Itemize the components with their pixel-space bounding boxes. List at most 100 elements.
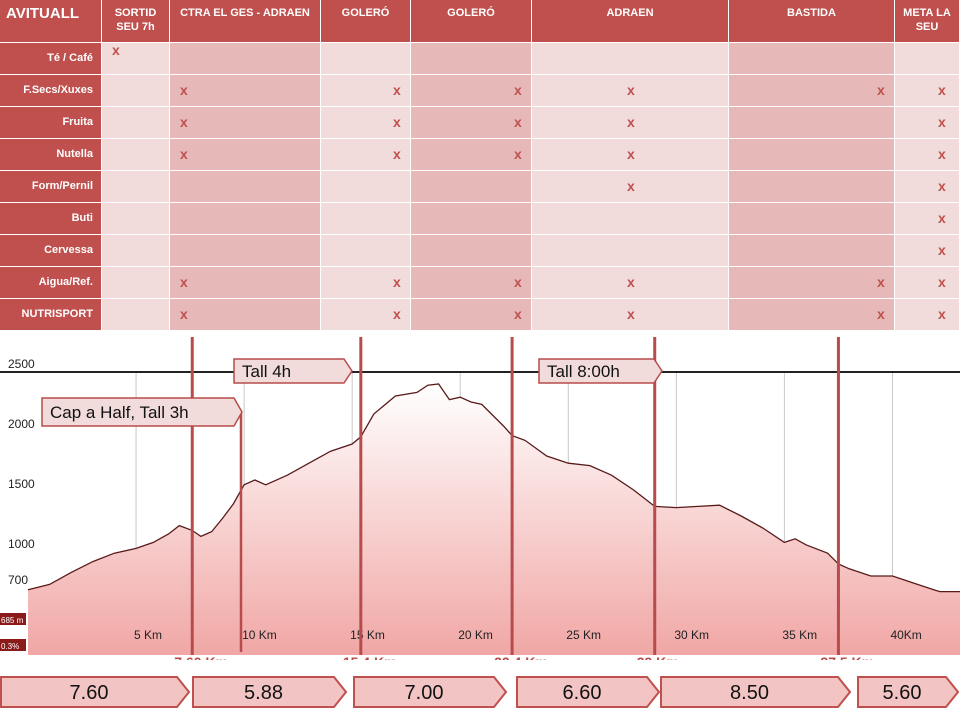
table-cell (102, 171, 169, 202)
check-mark: x (938, 242, 946, 258)
segment-distance-label: 7.00 (405, 682, 444, 704)
callout-cap-a-half-box (41, 397, 243, 427)
check-mark: x (877, 82, 885, 98)
table-cell (321, 171, 410, 202)
segment-box (0, 676, 191, 708)
table-cell: x (532, 299, 728, 330)
table-cell: x (532, 75, 728, 106)
elevation-profile-svg: 2500 2000 1500 1000 700 5 Km 10 Km 15 Km 20 Km 25… (0, 330, 960, 670)
column-header: META LA SEU (895, 0, 959, 42)
row-label: Aigua/Ref. (0, 267, 101, 298)
table-cell (102, 299, 169, 330)
table-cell (102, 75, 169, 106)
check-mark: x (393, 274, 401, 290)
y-tick-label: 2000 (8, 417, 35, 431)
table-cell (532, 203, 728, 234)
table-cell (321, 203, 410, 234)
table-cell (729, 171, 894, 202)
check-mark: x (514, 274, 522, 290)
check-mark: x (180, 274, 188, 290)
table-cell: x (321, 107, 410, 138)
check-mark: x (393, 306, 401, 322)
check-mark: x (938, 114, 946, 130)
check-mark: x (938, 82, 946, 98)
segment-boxes-svg: 7.60 5.88 7.00 6.60 8.50 5.60 (0, 676, 960, 708)
table-cell: x (411, 299, 531, 330)
table-cell (321, 235, 410, 266)
start-grade-label: 0.3% (1, 642, 19, 651)
aid-station-table: AVITUALL SORTID SEU 7h CTRA EL GES - ADRAE… (0, 0, 960, 330)
segment-distance-label: 5.60 (883, 682, 922, 704)
segment-box (857, 676, 960, 708)
table-cell (729, 43, 894, 74)
table-cell: x (532, 267, 728, 298)
table-cell (170, 43, 320, 74)
table-cell (729, 235, 894, 266)
check-mark: x (393, 82, 401, 98)
column-header: ADRAEN (532, 0, 728, 42)
table-cell: x (170, 75, 320, 106)
table-cell: x (102, 42, 169, 74)
check-mark: x (627, 146, 635, 162)
table-cell: x (411, 267, 531, 298)
table-cell: x (532, 139, 728, 170)
table-cell: x (895, 107, 959, 138)
check-mark: x (180, 146, 188, 162)
check-mark: x (938, 178, 946, 194)
check-mark: x (938, 274, 946, 290)
table-corner-label: AVITUALL (0, 0, 101, 42)
segment-distance-label: 7.60 (70, 682, 109, 704)
column-header: GOLERÓ (321, 0, 410, 42)
table-cell (532, 43, 728, 74)
table-cell: x (170, 299, 320, 330)
table-cell: x (411, 75, 531, 106)
callout-tall-8h-label: Tall 8:00h (547, 362, 620, 381)
check-mark: x (627, 114, 635, 130)
check-mark: x (938, 146, 946, 162)
segment-box (516, 676, 661, 708)
elevation-profile-chart: 2500 2000 1500 1000 700 5 Km 10 Km 15 Km 20 Km 25… (0, 330, 960, 670)
x-tick-label: 30 Km (674, 628, 709, 642)
check-mark: x (180, 114, 188, 130)
table-cell: x (895, 171, 959, 202)
table-cell: x (170, 139, 320, 170)
elevation-area (28, 384, 960, 655)
table-cell: x (532, 171, 728, 202)
table-cell: x (532, 107, 728, 138)
y-tick-label: 2500 (8, 357, 35, 371)
table-cell (411, 235, 531, 266)
segment-distance-label: 5.88 (244, 682, 283, 704)
start-grade-badge (0, 639, 26, 651)
table-cell: x (895, 203, 959, 234)
y-tick-label: 1500 (8, 477, 35, 491)
check-mark: x (627, 274, 635, 290)
column-header: BASTIDA (729, 0, 894, 42)
table-cell (102, 107, 169, 138)
table-cell (895, 43, 959, 74)
row-label: Nutella (0, 139, 101, 170)
table-cell (170, 235, 320, 266)
check-mark: x (938, 210, 946, 226)
segment-box (660, 676, 852, 708)
callout-tall-4h-box (233, 358, 353, 384)
table-cell: x (170, 107, 320, 138)
check-mark: x (180, 82, 188, 98)
column-header: GOLERÓ (411, 0, 531, 42)
y-tick-label: 700 (8, 573, 28, 587)
row-label: NUTRISPORT (0, 299, 101, 330)
x-tick-label: 40Km (890, 628, 921, 642)
table-cell: x (411, 139, 531, 170)
elevation-line (27, 383, 960, 593)
table-cell: x (729, 267, 894, 298)
check-mark: x (938, 306, 946, 322)
x-tick-label: 20 Km (458, 628, 493, 642)
check-mark: x (514, 82, 522, 98)
table-cell (411, 203, 531, 234)
check-mark: x (627, 306, 635, 322)
row-label: Fruita (0, 107, 101, 138)
segment-distance-boxes: 7.60 5.88 7.00 6.60 8.50 5.60 (0, 660, 960, 720)
table-cell: x (321, 299, 410, 330)
column-header: SORTID SEU 7h (102, 0, 169, 42)
table-cell: x (321, 75, 410, 106)
table-cell (170, 203, 320, 234)
